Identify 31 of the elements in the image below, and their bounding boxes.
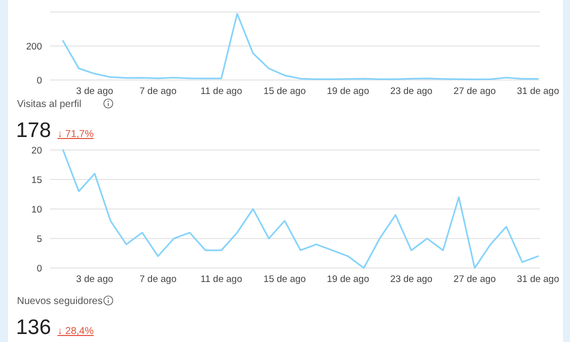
text: ↓ 71,7% bbox=[58, 129, 94, 140]
x-tick-label: 31 de ago bbox=[516, 86, 560, 97]
x-tick-label: 11 de ago bbox=[200, 86, 242, 97]
x-tick-label: 19 de ago bbox=[326, 86, 370, 97]
x-tick-label: 27 de ago bbox=[454, 86, 496, 97]
line-series bbox=[62, 12, 539, 80]
y-tick-label: 15 bbox=[31, 175, 42, 186]
chart-title: Visitas al perfil bbox=[17, 99, 82, 110]
text: ↓ 28,4% bbox=[58, 326, 94, 337]
x-tick-label: 27 de ago bbox=[454, 274, 496, 285]
x-tick-label: 3 de ago bbox=[76, 274, 114, 285]
x-tick-label: 19 de ago bbox=[326, 274, 370, 285]
x-tick-label: 7 de ago bbox=[140, 274, 176, 285]
text: Nuevos seguidores bbox=[17, 296, 103, 307]
line-series bbox=[62, 149, 539, 269]
x-tick-label: 7 de ago bbox=[140, 86, 176, 97]
text: 136 bbox=[16, 316, 52, 339]
y-tick-label: 10 bbox=[31, 204, 42, 216]
x-tick-label: 3 de ago bbox=[76, 86, 114, 97]
y-tick-label: 0 bbox=[36, 264, 42, 274]
chart-subtitle: 178 bbox=[16, 119, 52, 142]
x-tick-label: 15 de ago bbox=[264, 86, 306, 97]
x-tick-label: 23 de ago bbox=[390, 86, 432, 97]
y-tick-label: 5 bbox=[36, 234, 42, 245]
y-tick-label: 0 bbox=[36, 76, 42, 86]
y-tick-label: 20 bbox=[31, 146, 42, 156]
x-tick-label: 15 de ago bbox=[264, 274, 306, 285]
x-tick-label: 23 de ago bbox=[390, 274, 432, 285]
y-tick-label: 200 bbox=[26, 42, 42, 52]
x-tick-label: 31 de ago bbox=[516, 274, 560, 285]
x-tick-label: 11 de ago bbox=[200, 274, 242, 285]
